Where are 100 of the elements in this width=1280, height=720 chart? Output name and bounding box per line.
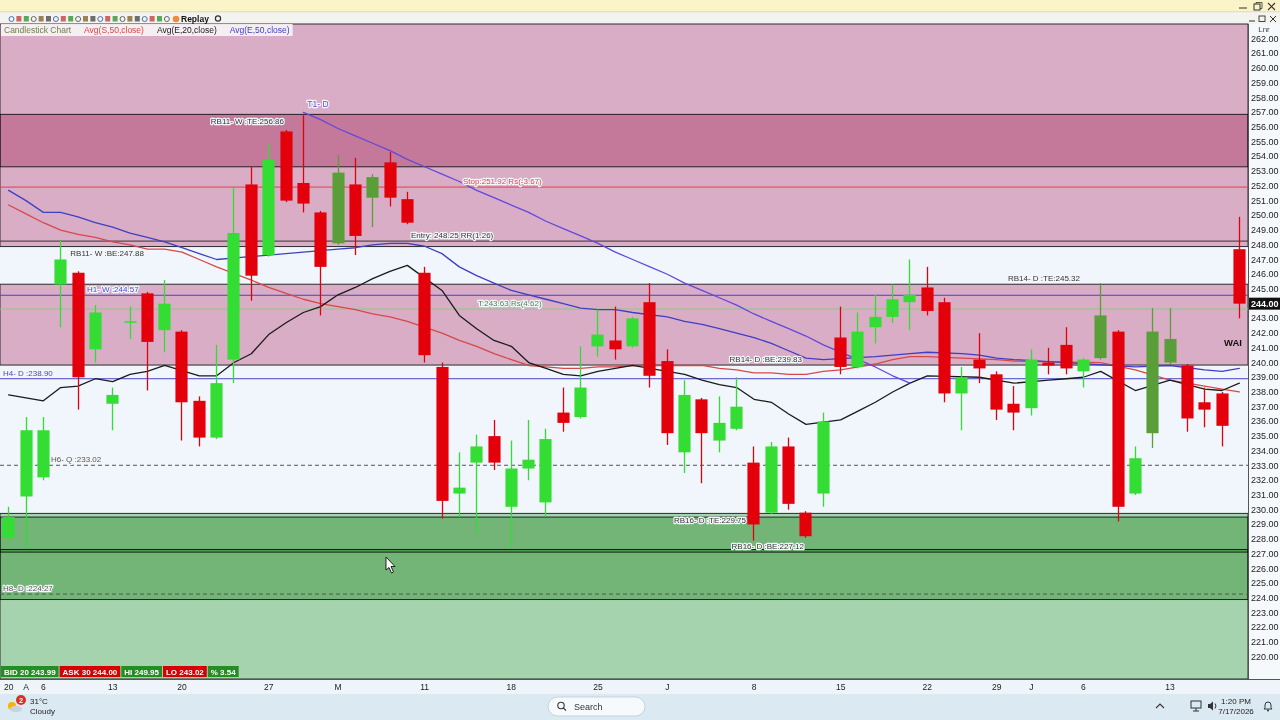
candlestick	[522, 419, 535, 481]
y-tick-label: 230.00	[1251, 504, 1279, 515]
y-tick-label: 256.00	[1251, 122, 1279, 133]
y-tick-label: 237.00	[1251, 401, 1279, 412]
x-tick-label: 6	[1080, 682, 1086, 692]
candlestick	[1077, 357, 1090, 389]
x-tick-label: 29	[991, 682, 1002, 692]
text: Avg(E,20,close)	[156, 25, 217, 35]
ref-line-label: T:243.63 Rs(4.62)	[478, 299, 542, 309]
series-label: T1- D	[307, 99, 329, 110]
y-tick-label: 223.00	[1251, 607, 1279, 618]
y-tick-label: 238.00	[1251, 386, 1279, 397]
y-tick-label: 249.00	[1251, 225, 1279, 236]
ref-line-label: H6- Q :233.02	[51, 455, 102, 465]
candlestick	[366, 173, 379, 228]
line-series	[302, 111, 911, 384]
y-tick-label: 239.00	[1251, 372, 1279, 383]
y-tick-label: 228.00	[1251, 534, 1279, 545]
y-tick-label: 231.00	[1251, 490, 1279, 501]
y-tick-label: 258.00	[1251, 92, 1279, 103]
text: Avg(S,50,close)	[84, 25, 145, 35]
text: 1:20 PM	[1221, 697, 1252, 706]
y-tick-label: 236.00	[1251, 416, 1279, 427]
ref-line-label: Entry: 248.25 RR(1.26)	[411, 231, 494, 241]
y-tick-label: 246.00	[1251, 269, 1279, 280]
x-tick-label: 25	[593, 682, 603, 692]
candlestick	[106, 386, 119, 431]
candlestick	[609, 305, 622, 361]
candlestick	[401, 191, 414, 225]
y-tick-label: 220.00	[1251, 651, 1279, 662]
annotation: WAI	[1224, 337, 1242, 348]
annotation: RB14- D :TE:245.32	[1007, 274, 1081, 284]
y-tick-label: 222.00	[1251, 622, 1279, 633]
x-tick-label: J	[665, 682, 670, 692]
y-tick-label: 234.00	[1251, 445, 1279, 456]
y-tick-label: 259.00	[1251, 77, 1279, 88]
candlestick	[297, 114, 310, 214]
annotation: RB11- W :TE:256.86	[210, 116, 285, 126]
text: Search	[574, 702, 603, 712]
annotation: Replay	[181, 14, 210, 24]
candlestick	[955, 366, 968, 431]
y-tick-label: 248.00	[1251, 239, 1279, 250]
y-tick-label: 233.00	[1251, 460, 1279, 471]
y-tick-label: 241.00	[1251, 342, 1279, 353]
candlestick	[470, 434, 483, 534]
text: 7/17/2026	[1218, 707, 1255, 716]
candlestick	[1198, 386, 1211, 428]
y-tick-label: 229.00	[1251, 519, 1279, 530]
x-tick-label: 22	[922, 682, 933, 692]
x-tick-label: 18	[506, 682, 517, 692]
ref-line-label: H4- D :238.90	[3, 368, 54, 378]
candlestick	[921, 266, 934, 317]
x-tick-label: M	[334, 682, 342, 692]
x-tick-label: 13	[107, 682, 118, 692]
y-tick-label: 243.00	[1251, 313, 1279, 324]
annotation: RB16- D :TE:229.75	[673, 515, 747, 525]
candlestick	[799, 510, 812, 539]
candlestick	[453, 451, 466, 518]
x-tick-label: 27	[263, 682, 274, 692]
text: Avg(E,50,close)	[229, 25, 290, 35]
y-tick-label: 247.00	[1251, 254, 1279, 265]
y-tick-label: 257.00	[1251, 107, 1279, 118]
y-tick-label: 245.00	[1251, 283, 1279, 294]
y-tick-label: 226.00	[1251, 563, 1279, 574]
text: 31°C	[30, 697, 49, 706]
candlestick	[869, 294, 882, 345]
candlestick	[124, 305, 137, 340]
x-tick-label: 13	[1165, 682, 1175, 692]
candlestick	[973, 332, 986, 384]
y-tick-label: 227.00	[1251, 548, 1279, 559]
y-tick-label: 232.00	[1251, 475, 1279, 486]
ref-line-label: H8- D :224.27	[3, 584, 54, 594]
candlestick	[730, 376, 743, 431]
x-tick-label: 11	[420, 682, 430, 692]
y-tick-label: 254.00	[1251, 151, 1279, 162]
y-tick-label: 240.00	[1251, 357, 1279, 368]
text: Lnr	[1258, 25, 1271, 34]
x-tick-label: 20	[177, 682, 187, 692]
y-tick-label: 255.00	[1251, 136, 1279, 147]
y-tick-label: 225.00	[1251, 578, 1279, 589]
y-tick-label: 221.00	[1251, 637, 1279, 648]
ref-line-label: Stop:251.92 Rs(-3.67)	[463, 177, 543, 187]
candlestick	[1164, 307, 1177, 365]
x-tick-label: J	[1029, 682, 1034, 692]
candlestick	[903, 258, 916, 331]
y-tick-label: 253.00	[1251, 166, 1279, 177]
x-tick-label: 6	[40, 682, 46, 692]
y-tick-label: 251.00	[1251, 195, 1279, 206]
x-tick-label: 20	[3, 682, 14, 692]
y-tick-label: 242.00	[1251, 328, 1279, 339]
candlestick	[1007, 385, 1020, 431]
y-tick-label: 261.00	[1251, 48, 1279, 59]
candlestick	[2, 506, 15, 543]
y-tick-label: 260.00	[1251, 63, 1279, 74]
y-tick-label: 224.00	[1251, 593, 1279, 604]
candlestick	[713, 395, 726, 453]
text: Cloudy	[30, 707, 55, 716]
candlestick	[591, 308, 604, 358]
ref-line-label: H1- W :244.57	[87, 285, 140, 295]
candlestick	[1060, 326, 1073, 375]
